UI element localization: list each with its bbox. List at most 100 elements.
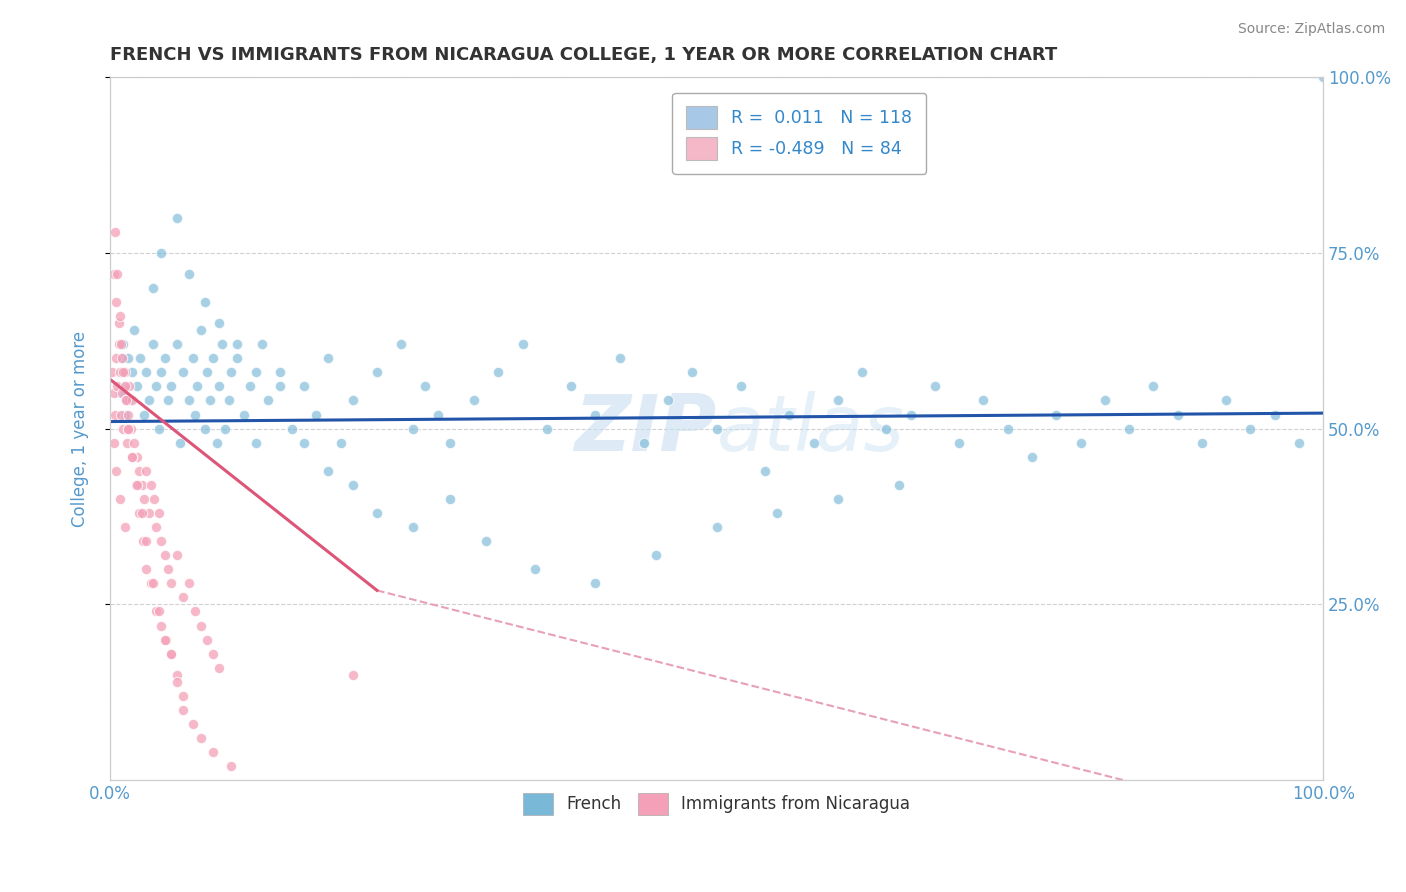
Point bbox=[560, 379, 582, 393]
Point bbox=[766, 506, 789, 520]
Point bbox=[202, 647, 225, 661]
Point bbox=[633, 435, 655, 450]
Point bbox=[250, 337, 273, 351]
Point bbox=[115, 393, 138, 408]
Point bbox=[112, 337, 135, 351]
Point bbox=[997, 421, 1019, 435]
Point bbox=[145, 605, 167, 619]
Point bbox=[439, 435, 461, 450]
Point bbox=[105, 295, 128, 310]
Point bbox=[108, 365, 131, 379]
Text: Source: ZipAtlas.com: Source: ZipAtlas.com bbox=[1237, 22, 1385, 37]
Point bbox=[329, 435, 352, 450]
Point bbox=[114, 379, 136, 393]
Point bbox=[153, 548, 176, 562]
Point bbox=[157, 562, 180, 576]
Point bbox=[104, 225, 127, 239]
Point bbox=[124, 323, 146, 337]
Point bbox=[129, 351, 152, 366]
Point bbox=[108, 309, 131, 323]
Point bbox=[1142, 379, 1164, 393]
Point bbox=[110, 351, 132, 366]
Point bbox=[1215, 393, 1237, 408]
Point bbox=[135, 562, 157, 576]
Point bbox=[132, 534, 155, 549]
Point bbox=[1118, 421, 1140, 435]
Point bbox=[827, 393, 849, 408]
Point bbox=[512, 337, 534, 351]
Point bbox=[706, 520, 728, 534]
Point bbox=[245, 365, 267, 379]
Point bbox=[125, 450, 148, 464]
Point bbox=[166, 548, 188, 562]
Point bbox=[115, 435, 138, 450]
Point bbox=[115, 393, 138, 408]
Point bbox=[141, 281, 163, 295]
Point bbox=[104, 408, 127, 422]
Point bbox=[148, 506, 170, 520]
Point bbox=[198, 393, 221, 408]
Point bbox=[132, 408, 155, 422]
Point bbox=[141, 576, 163, 591]
Point bbox=[402, 520, 425, 534]
Point bbox=[145, 379, 167, 393]
Point bbox=[124, 478, 146, 492]
Point bbox=[221, 759, 243, 773]
Point bbox=[754, 464, 776, 478]
Point bbox=[120, 421, 142, 435]
Point bbox=[900, 408, 922, 422]
Point bbox=[169, 435, 191, 450]
Point bbox=[166, 337, 188, 351]
Point bbox=[730, 379, 752, 393]
Text: atlas: atlas bbox=[717, 391, 904, 467]
Point bbox=[948, 435, 970, 450]
Point bbox=[112, 421, 135, 435]
Point bbox=[292, 435, 315, 450]
Point bbox=[226, 351, 249, 366]
Text: FRENCH VS IMMIGRANTS FROM NICARAGUA COLLEGE, 1 YEAR OR MORE CORRELATION CHART: FRENCH VS IMMIGRANTS FROM NICARAGUA COLL… bbox=[110, 46, 1057, 64]
Point bbox=[1264, 408, 1286, 422]
Point bbox=[292, 379, 315, 393]
Point bbox=[205, 435, 228, 450]
Point bbox=[101, 365, 124, 379]
Point bbox=[208, 379, 231, 393]
Point bbox=[202, 351, 225, 366]
Point bbox=[269, 365, 291, 379]
Point bbox=[190, 323, 212, 337]
Point bbox=[657, 393, 679, 408]
Point bbox=[121, 450, 143, 464]
Point bbox=[121, 393, 143, 408]
Point bbox=[281, 421, 304, 435]
Point bbox=[150, 618, 173, 632]
Point bbox=[159, 379, 181, 393]
Point bbox=[114, 365, 136, 379]
Point bbox=[142, 491, 165, 506]
Point bbox=[105, 464, 128, 478]
Point bbox=[194, 421, 217, 435]
Point bbox=[887, 478, 910, 492]
Point bbox=[114, 408, 136, 422]
Point bbox=[318, 464, 340, 478]
Point bbox=[105, 379, 128, 393]
Point bbox=[875, 421, 897, 435]
Point bbox=[778, 408, 800, 422]
Point bbox=[107, 337, 129, 351]
Point bbox=[121, 450, 143, 464]
Point bbox=[153, 632, 176, 647]
Point bbox=[103, 267, 125, 281]
Point bbox=[523, 562, 546, 576]
Point bbox=[486, 365, 509, 379]
Point bbox=[184, 605, 207, 619]
Point bbox=[1288, 435, 1310, 450]
Point bbox=[148, 605, 170, 619]
Point bbox=[138, 393, 160, 408]
Point bbox=[159, 647, 181, 661]
Point bbox=[117, 421, 139, 435]
Point bbox=[141, 478, 163, 492]
Point bbox=[117, 408, 139, 422]
Point bbox=[118, 379, 141, 393]
Point bbox=[150, 365, 173, 379]
Point bbox=[239, 379, 262, 393]
Point bbox=[184, 408, 207, 422]
Point bbox=[112, 365, 135, 379]
